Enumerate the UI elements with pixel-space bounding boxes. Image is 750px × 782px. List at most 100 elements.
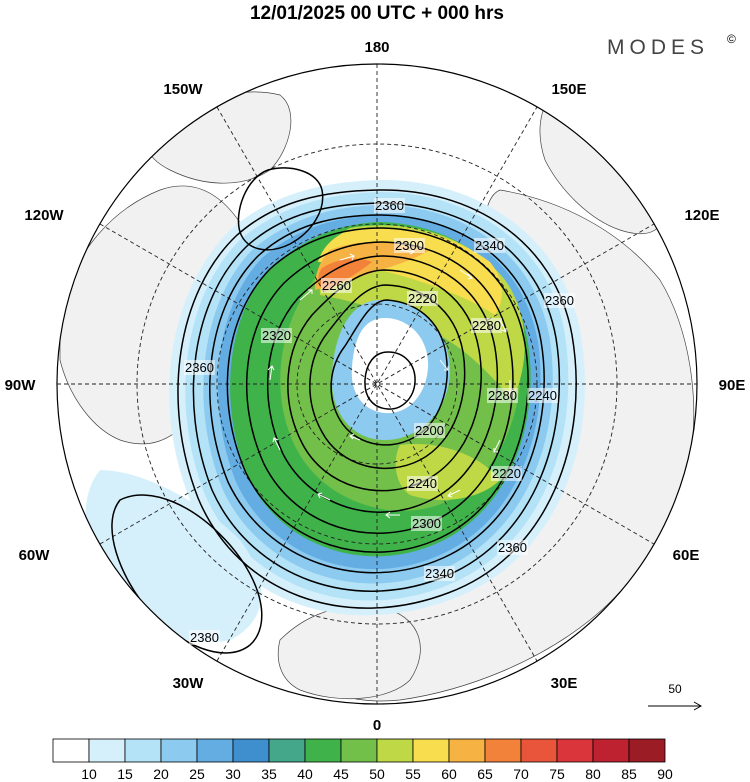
contour-label: 2280 (488, 388, 517, 403)
wind-vector (267, 365, 275, 381)
lon-label-60w: 60W (19, 547, 51, 564)
colorbar-swatch (520, 738, 558, 763)
contour-label-halo (411, 516, 442, 531)
contour-label-halo (321, 278, 352, 293)
colorbar-tick-label: 20 (153, 766, 169, 782)
colorbar-tick-label: 30 (225, 766, 241, 782)
lon-label-30e: 30E (551, 675, 578, 692)
colorbar-tick-label: 85 (621, 766, 637, 782)
wind-vector (493, 439, 501, 453)
colorbar-swatch (628, 738, 666, 763)
colorbar-tick-label: 55 (405, 766, 421, 782)
contour-label: 2220 (492, 466, 521, 481)
contour-label-halo (544, 293, 575, 308)
contour-label: 2260 (322, 278, 351, 293)
contour-label-halo (189, 630, 220, 645)
colorbar-swatch (412, 738, 450, 763)
contour-label-halo (407, 476, 438, 491)
wind-vector (459, 269, 473, 280)
wind-vector (447, 489, 461, 498)
map-title: 12/01/2025 00 UTC + 000 hrs (250, 3, 504, 24)
contour-label: 2280 (472, 318, 501, 333)
contour-label-halo (261, 328, 292, 343)
graticule (57, 64, 697, 704)
wind-vector (385, 511, 400, 519)
lon-label-0: 0 (373, 717, 381, 734)
colorbar-tick-label: 50 (369, 766, 385, 782)
lon-label-90e: 90E (719, 377, 746, 394)
contour-label-halo (394, 238, 425, 253)
colorbar-tick-label: 60 (441, 766, 457, 782)
colorbar-swatch (160, 738, 198, 763)
colorbar-tick-label: 35 (261, 766, 277, 782)
colorbar-swatch (340, 738, 378, 763)
lon-label-120w: 120W (24, 207, 64, 224)
contour-label-halo (497, 540, 528, 555)
colorbar-tick-label: 90 (657, 766, 673, 782)
colorbar-tick-label: 75 (549, 766, 565, 782)
colorbar-swatch (556, 738, 594, 763)
colorbar-swatch (52, 738, 90, 763)
wind-vector (299, 289, 313, 301)
colorbar-swatch (196, 738, 234, 763)
contour-label: 2360 (375, 198, 404, 213)
wind-core-white (351, 318, 429, 414)
colorbar-swatch (448, 738, 486, 763)
colorbar-swatch (124, 738, 162, 763)
colorbar-tick-label: 15 (117, 766, 133, 782)
contour-high-southwest (111, 494, 263, 654)
map-boundary (56, 63, 698, 705)
colorbar-tick-label: 25 (189, 766, 205, 782)
vector-reference-label: 50 (668, 682, 682, 696)
colorbar-tick-label: 10 (81, 766, 97, 782)
contour-low-center (364, 351, 416, 410)
vector-reference-arrowhead (693, 701, 703, 711)
contour-label: 2360 (545, 293, 574, 308)
contour-label: 2240 (528, 388, 557, 403)
contour-ring (226, 227, 529, 553)
contour-label: 2360 (185, 360, 214, 375)
colorbar-tick-label: 65 (477, 766, 493, 782)
contour-label-halo (374, 198, 405, 213)
contour-label: 2220 (408, 291, 437, 306)
colorbar-tick-label: 80 (585, 766, 601, 782)
map-content (57, 64, 697, 704)
colorbar-tick-label: 70 (513, 766, 529, 782)
contour-label-halo (471, 318, 502, 333)
lon-label-150e: 150E (551, 81, 586, 98)
contour-label-halo (407, 291, 438, 306)
contour-label-halo (424, 566, 455, 581)
colorbar-swatch (232, 738, 270, 763)
contour-label: 2380 (190, 630, 219, 645)
contour-ring (309, 284, 466, 470)
contour-high-north (237, 167, 324, 251)
contour-label: 2300 (395, 238, 424, 253)
wind-speed-shading (85, 179, 585, 643)
lon-label-30w: 30W (173, 675, 205, 692)
contour-label-halo (474, 238, 505, 253)
wind-vector (339, 253, 355, 261)
contour-label: 2360 (498, 540, 527, 555)
contour-label-halo (184, 360, 215, 375)
colorbar-swatch (88, 738, 126, 763)
lon-label-120e: 120E (684, 207, 719, 224)
vector-reference: 50 (648, 682, 703, 711)
wind-vector (439, 359, 449, 371)
contour-ring (209, 214, 545, 574)
contour-ring (330, 299, 448, 446)
contour-label-group: 2360 2300 2340 2260 2220 2280 2360 2320 … (184, 198, 575, 645)
contour-label-halo (527, 388, 558, 403)
contour-label-halo (487, 388, 518, 403)
contour-label: 2340 (475, 238, 504, 253)
colorbar-swatch (376, 738, 414, 763)
colorbar-swatch (268, 738, 306, 763)
contour-label: 2300 (412, 516, 441, 531)
longitude-labels: 180 0 90W 90E 150W 120W 60W 30W 150E 120… (5, 39, 746, 734)
colorbar-swatch (304, 738, 342, 763)
colorbar: 10 15 20 25 30 35 40 45 50 55 60 65 70 75 80 85 90 (52, 738, 673, 782)
brand-mark: © (727, 32, 736, 46)
wind-vector (349, 433, 361, 441)
lon-label-180: 180 (364, 39, 389, 56)
wind-vector (317, 492, 331, 501)
